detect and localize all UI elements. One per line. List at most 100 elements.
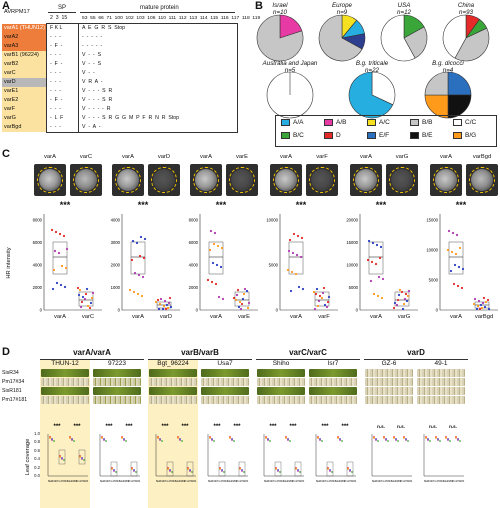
data-point <box>319 439 321 441</box>
legend-swatch <box>324 119 333 126</box>
pie-slice <box>442 14 467 59</box>
data-point <box>212 242 216 246</box>
pie-n: n=22 <box>365 67 379 74</box>
variant-name: varA1 (THUN12) <box>2 24 46 33</box>
data-point <box>351 471 353 473</box>
data-point <box>63 285 67 289</box>
axis <box>279 214 338 311</box>
axis <box>47 434 88 477</box>
x-tick: Pm17#181 <box>452 479 465 483</box>
leaf-sample <box>257 378 305 386</box>
legend-swatch <box>453 132 462 139</box>
data-point <box>327 295 331 299</box>
data-point <box>49 437 51 439</box>
box <box>326 461 334 477</box>
mature-residues: V - - - S R <box>82 97 113 103</box>
box <box>78 449 86 465</box>
data-point <box>376 294 380 298</box>
leaf-sample <box>365 369 413 377</box>
data-point <box>478 307 482 311</box>
legend-swatch <box>410 119 419 126</box>
line-label: SisR34 <box>2 370 19 376</box>
pie-title: B.g. triticale n=22 <box>337 60 407 74</box>
significance: *** <box>295 200 307 210</box>
data-point <box>341 440 343 442</box>
data-point <box>486 298 490 302</box>
data-point <box>83 459 85 461</box>
legend-label: A/A <box>293 119 304 126</box>
hr-image-vara <box>190 164 222 196</box>
data-point <box>287 249 291 253</box>
x-tick: Pm17#181 <box>76 479 89 483</box>
panel-d-label: D <box>2 346 10 358</box>
data-point <box>156 298 160 302</box>
data-point <box>452 282 456 286</box>
pie-n: n=5 <box>284 67 296 74</box>
y-tick: 0 <box>40 308 43 313</box>
infiltration-outline <box>273 166 299 194</box>
panel-b-label: B <box>255 0 263 12</box>
data-point <box>162 304 166 308</box>
data-point <box>439 440 441 442</box>
hr-image-varf <box>306 164 338 196</box>
axis <box>371 434 412 477</box>
legend-swatch <box>410 132 419 139</box>
axis <box>423 434 464 477</box>
data-point <box>181 440 183 442</box>
isolate-label: Isr7 <box>327 360 339 367</box>
image-label-a: varA <box>44 154 56 160</box>
data-point <box>246 306 250 310</box>
mature-label: mature protein <box>140 5 179 11</box>
y-tick: 5000 <box>429 278 439 283</box>
data-point <box>289 289 293 293</box>
hr-image-vara <box>34 164 66 196</box>
hr-boxplot: 0 5000 10000 15000 <box>426 214 498 313</box>
data-point <box>407 289 411 293</box>
significance: *** <box>181 424 189 430</box>
data-point <box>366 258 370 262</box>
data-point <box>191 471 193 473</box>
data-point <box>457 265 461 269</box>
leaf-sample <box>149 369 197 377</box>
data-point <box>367 239 371 243</box>
data-point <box>53 249 57 253</box>
data-point <box>453 263 457 267</box>
d-ytick: 0.2 <box>34 464 40 470</box>
data-point <box>322 286 326 290</box>
data-point <box>371 241 375 245</box>
data-point <box>161 307 165 311</box>
infiltration-outline <box>469 166 495 194</box>
data-point <box>288 238 292 242</box>
significance: *** <box>215 200 227 210</box>
axis <box>99 434 140 477</box>
leaf-sample <box>309 378 357 386</box>
data-point <box>294 272 298 276</box>
data-point <box>86 304 90 308</box>
leaf-sample <box>93 369 141 377</box>
box <box>448 241 464 275</box>
hr-boxplot: 0 1000 2000 3000 4000 <box>111 214 180 313</box>
data-point <box>375 439 377 441</box>
x-tick: Pm17#34 <box>108 479 120 483</box>
y-tick: 0 <box>276 308 279 313</box>
box <box>52 241 68 275</box>
sp-label: SP <box>58 5 67 11</box>
box <box>130 461 138 477</box>
data-point <box>73 440 75 442</box>
image-label-b: varD <box>157 154 171 160</box>
data-point <box>140 294 144 298</box>
data-point <box>219 265 223 269</box>
data-point <box>240 302 244 306</box>
pie-title: China n=93 <box>431 2 500 16</box>
significance: *** <box>73 424 81 430</box>
x-tick: SisR181 <box>119 479 129 483</box>
y-tick: 0 <box>436 308 439 313</box>
axis <box>199 214 258 311</box>
data-point <box>60 264 64 268</box>
x-tick: SisR34 <box>424 479 433 483</box>
pie-n: n=93 <box>459 9 473 16</box>
data-point <box>158 302 162 306</box>
legend-item: A/A <box>281 119 303 126</box>
